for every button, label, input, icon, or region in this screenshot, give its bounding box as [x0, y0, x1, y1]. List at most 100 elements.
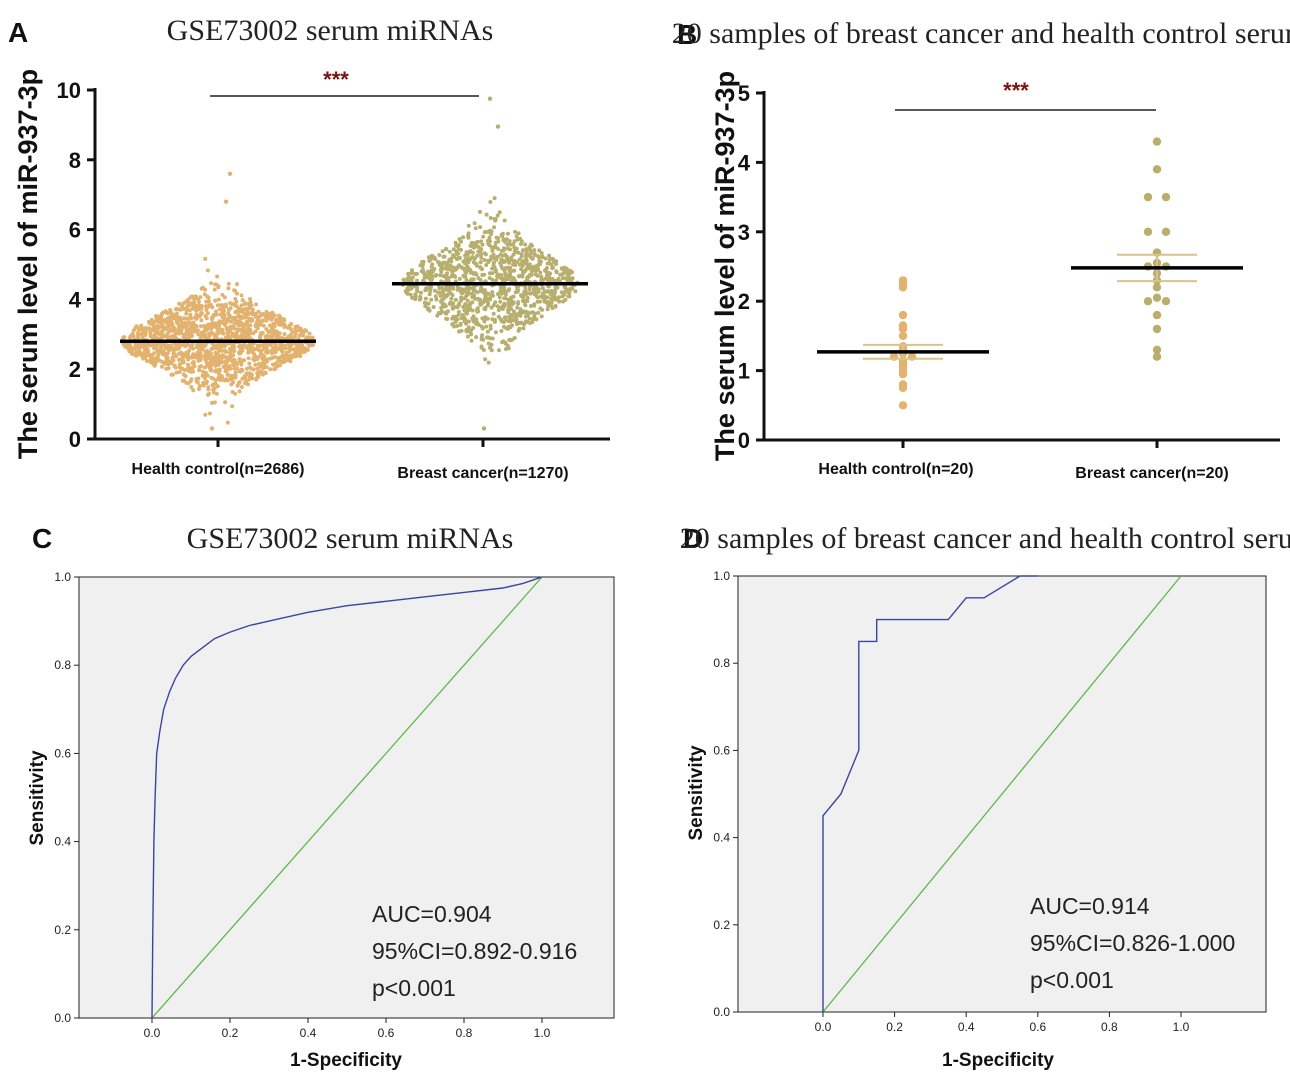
data-point [178, 357, 182, 362]
panel-b-y-tick-label: 3 [738, 220, 750, 245]
data-point [260, 318, 265, 323]
data-point [295, 345, 300, 349]
data-point [478, 252, 483, 257]
data-point [245, 366, 249, 371]
data-point [518, 310, 523, 315]
data-point [532, 315, 537, 320]
data-point [263, 344, 268, 349]
data-point [228, 325, 233, 330]
data-point [440, 262, 445, 267]
data-point [205, 268, 210, 273]
data-point [554, 270, 559, 275]
data-point [130, 348, 135, 352]
data-point [475, 239, 480, 244]
panel-b-y-tick-label: 0 [738, 428, 750, 453]
data-point [478, 225, 483, 230]
data-point [304, 328, 309, 333]
data-point [527, 262, 532, 267]
data-point [479, 337, 484, 342]
data-point [293, 334, 297, 339]
data-point [149, 360, 154, 365]
data-point [226, 286, 231, 291]
panel-d-auc: AUC=0.914 [1030, 893, 1150, 919]
panel-d: D 20 samples of breast cancer and health… [680, 522, 1290, 1071]
data-point [470, 255, 475, 259]
data-point [294, 354, 299, 358]
data-point [158, 345, 163, 350]
data-point [235, 291, 239, 296]
data-point [533, 311, 537, 316]
data-point [276, 319, 281, 324]
data-point [191, 369, 195, 374]
data-point [489, 305, 494, 310]
data-point [455, 251, 460, 256]
data-point [401, 277, 406, 282]
panel-b-title: 20 samples of breast cancer and health c… [672, 17, 1290, 50]
data-point [511, 252, 516, 257]
data-point [528, 291, 533, 296]
data-point [279, 348, 284, 353]
data-point [560, 272, 565, 277]
data-point [445, 271, 449, 276]
data-point [495, 304, 500, 309]
data-point [466, 285, 471, 290]
data-point [457, 256, 462, 260]
roc-y-tick-label: 0.4 [713, 831, 730, 845]
data-point [199, 311, 204, 316]
data-point [169, 310, 174, 315]
data-point [432, 256, 437, 260]
data-point [188, 323, 193, 328]
data-point [512, 268, 517, 273]
data-point [224, 349, 229, 354]
data-point [202, 292, 207, 297]
data-point [516, 328, 521, 333]
data-point [148, 343, 153, 348]
data-point [481, 234, 486, 239]
data-point [498, 288, 503, 293]
data-point [232, 358, 237, 363]
data-point [498, 317, 503, 322]
data-point [415, 289, 420, 294]
data-point [165, 360, 170, 365]
data-point [166, 324, 171, 329]
data-point [498, 299, 503, 304]
data-point [193, 323, 198, 328]
data-point [513, 229, 518, 234]
data-point [507, 287, 512, 292]
data-point [199, 318, 204, 323]
panel-d-plot: 0.0 0.2 0.4 0.6 0.8 1.0 0.0 0.2 0.4 0.6 0.8 1.0 [713, 569, 1189, 1034]
data-point [1152, 283, 1162, 292]
panel-a-title: GSE73002 serum miRNAs [167, 14, 494, 47]
data-point [410, 295, 415, 300]
data-point [504, 259, 508, 264]
data-point [197, 383, 202, 388]
data-point [197, 387, 201, 391]
data-point [454, 317, 458, 322]
data-point [530, 256, 535, 261]
data-point [429, 297, 434, 302]
data-point [484, 212, 489, 217]
data-point [449, 256, 453, 261]
data-point [173, 313, 178, 318]
data-point [201, 330, 206, 335]
data-point [136, 335, 141, 340]
data-point [239, 361, 244, 366]
data-point [282, 332, 287, 337]
data-point [482, 258, 487, 262]
data-point [437, 286, 442, 291]
data-point [181, 360, 186, 365]
data-point [513, 263, 518, 267]
data-point [261, 353, 265, 358]
data-point [526, 274, 531, 279]
data-point [450, 321, 455, 326]
data-point [479, 345, 484, 350]
data-point [898, 310, 908, 320]
data-point [227, 364, 232, 369]
data-point [533, 286, 537, 291]
data-point [466, 223, 471, 228]
data-point [457, 276, 462, 281]
data-point [404, 289, 409, 294]
data-point [262, 357, 267, 362]
data-point [191, 360, 196, 364]
data-point [493, 268, 498, 273]
